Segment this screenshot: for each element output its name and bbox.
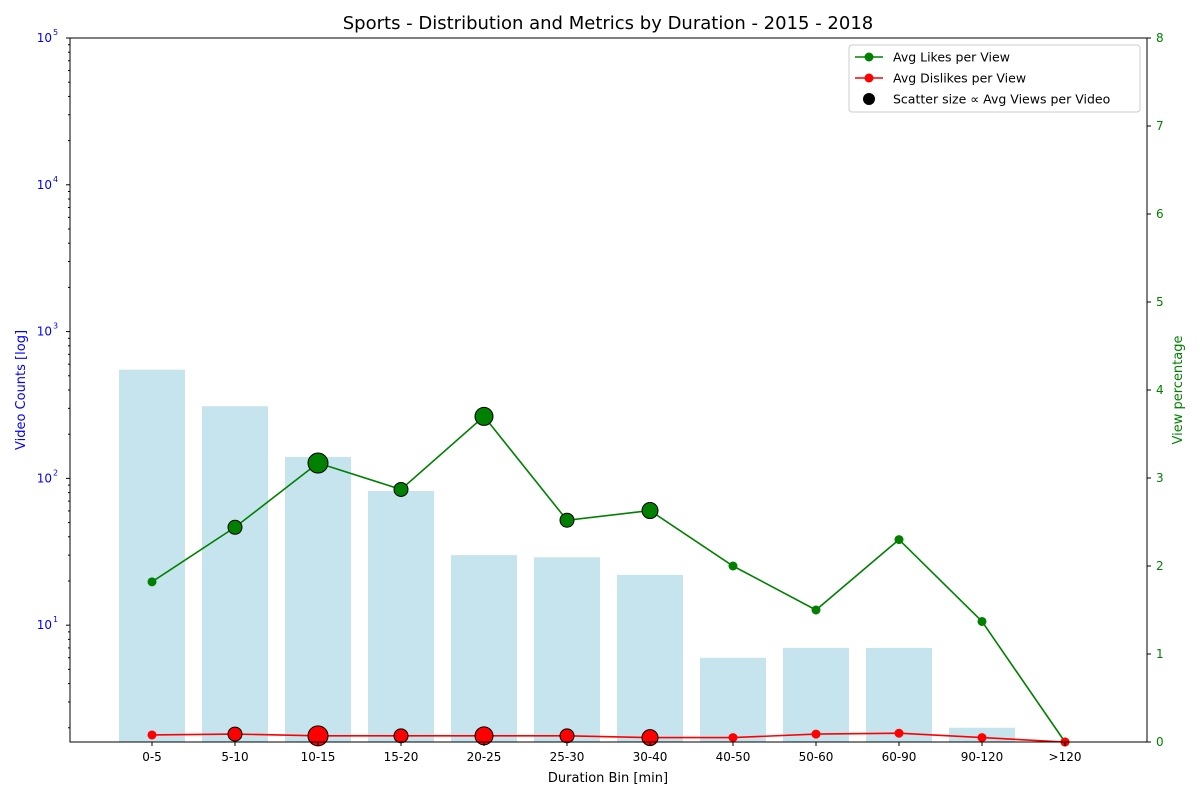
y-tick-label: 10 xyxy=(37,618,52,632)
bar xyxy=(368,491,434,742)
legend-label: Scatter size ∝ Avg Views per Video xyxy=(893,92,1110,107)
scatter-marker xyxy=(559,512,575,528)
x-tick-label: 60-90 xyxy=(882,750,917,764)
x-tick-label: 25-30 xyxy=(550,750,585,764)
legend-swatch-marker xyxy=(864,52,874,62)
scatter-marker xyxy=(307,452,329,474)
series-point xyxy=(147,730,157,740)
legend-swatch-marker xyxy=(864,73,874,83)
scatter-marker xyxy=(474,406,494,426)
x-tick-label: 30-40 xyxy=(633,750,668,764)
series-point xyxy=(728,561,738,571)
chart-title: Sports - Distribution and Metrics by Dur… xyxy=(343,13,874,34)
x-tick-label: 50-60 xyxy=(799,750,834,764)
legend: Avg Likes per View Avg Dislikes per View S… xyxy=(848,44,1141,113)
y-tick-exponent: 2 xyxy=(53,468,58,477)
y2-tick-label: 1 xyxy=(1156,647,1164,661)
y2-axis-label: View percentage xyxy=(1171,336,1186,445)
y2-tick-label: 0 xyxy=(1156,735,1164,749)
bar xyxy=(700,657,766,742)
y-tick-exponent: 4 xyxy=(53,175,58,184)
y-tick-label: 10 xyxy=(37,31,52,45)
series-point xyxy=(894,728,904,738)
y2-tick-label: 8 xyxy=(1156,31,1164,45)
bar xyxy=(783,647,849,742)
y-tick-label: 10 xyxy=(37,178,52,192)
y-tick-exponent: 5 xyxy=(53,28,58,37)
bar xyxy=(285,456,351,742)
x-tick-label: 0-5 xyxy=(142,750,162,764)
bar xyxy=(534,557,600,742)
scatter-marker xyxy=(393,481,409,497)
y2-tick-label: 7 xyxy=(1156,119,1164,133)
series-line xyxy=(151,415,1066,743)
series-point xyxy=(894,535,904,545)
scatter-marker xyxy=(227,519,243,535)
x-tick-label: >120 xyxy=(1049,750,1082,764)
bar-group xyxy=(119,369,1015,742)
series-point xyxy=(728,733,738,743)
legend-label: Avg Dislikes per View xyxy=(893,71,1026,86)
series-point xyxy=(811,605,821,615)
bar xyxy=(119,369,185,742)
bar xyxy=(866,647,932,742)
legend-label: Avg Likes per View xyxy=(893,50,1010,65)
scatter-marker xyxy=(227,726,243,742)
series-point xyxy=(977,616,987,626)
y2-tick-label: 5 xyxy=(1156,295,1164,309)
line-group xyxy=(147,406,1070,747)
series-point xyxy=(811,729,821,739)
y-tick-exponent: 1 xyxy=(53,615,58,624)
legend-swatch-dot xyxy=(863,93,875,105)
x-tick-label: 40-50 xyxy=(716,750,751,764)
y-axis-label: Video Counts [log] xyxy=(14,330,29,450)
bar xyxy=(202,406,268,742)
legend-box xyxy=(848,44,1141,113)
x-tick-label: 90-120 xyxy=(961,750,1004,764)
y2-tick-label: 4 xyxy=(1156,383,1164,397)
scatter-marker xyxy=(641,502,659,520)
y2-tick-label: 6 xyxy=(1156,207,1164,221)
x-tick-label: 20-25 xyxy=(467,750,502,764)
x-tick-label: 5-10 xyxy=(221,750,248,764)
x-axis: 0-5 5-10 10-15 15-20 20-25 25-30 30-40 40-50 50-… xyxy=(142,742,1081,764)
y-axis-right: 0 1 2 3 4 5 6 7 8 xyxy=(1147,31,1164,749)
series-point xyxy=(977,733,987,743)
x-tick-label: 15-20 xyxy=(384,750,419,764)
series-point xyxy=(147,577,157,587)
scatter-marker xyxy=(393,728,409,744)
y2-tick-label: 3 xyxy=(1156,471,1164,485)
y-tick-label: 10 xyxy=(37,471,52,485)
bar xyxy=(617,574,683,742)
y2-tick-label: 2 xyxy=(1156,559,1164,573)
x-tick-label: 10-15 xyxy=(301,750,336,764)
x-axis-label: Duration Bin [min] xyxy=(548,771,668,786)
y-tick-exponent: 3 xyxy=(53,322,58,331)
series-line xyxy=(151,732,1066,743)
bar xyxy=(451,555,517,742)
scatter-marker xyxy=(559,728,575,744)
y-tick-label: 10 xyxy=(37,325,52,339)
